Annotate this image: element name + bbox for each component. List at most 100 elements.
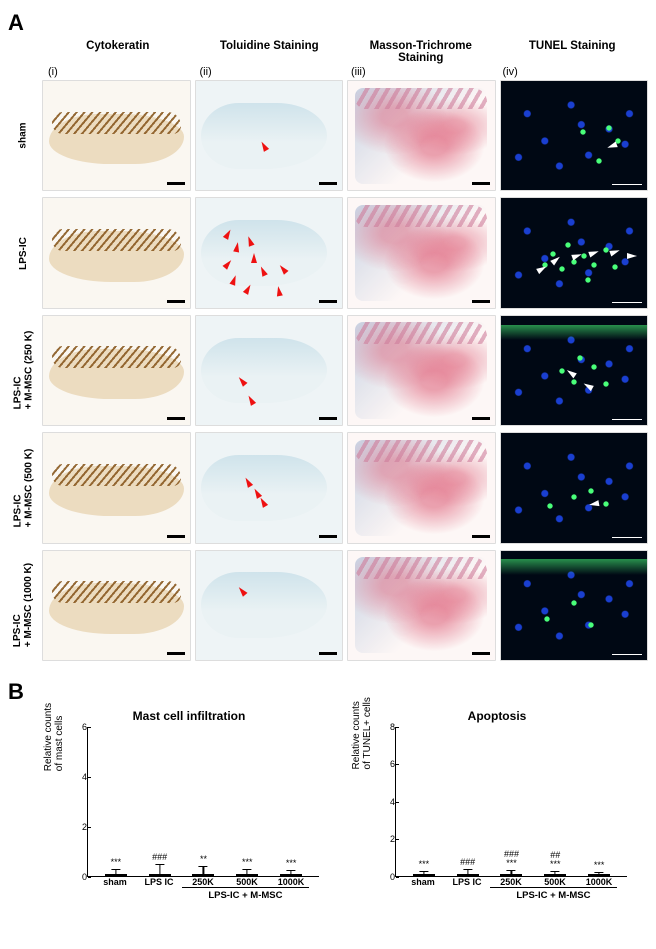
- arrow-icon: [229, 274, 238, 285]
- arrow-icon: [246, 394, 256, 406]
- toluidine-micrograph: [195, 315, 344, 426]
- arrow-icon: [259, 140, 269, 152]
- panel-a: A CytokeratinToluidine StainingMasson-Tr…: [8, 10, 648, 661]
- bar: ***: [229, 874, 265, 876]
- bar: **: [186, 874, 222, 876]
- panel-a-label: A: [8, 10, 648, 36]
- bar: ***: [98, 874, 134, 876]
- toluidine-micrograph: [195, 432, 344, 543]
- significance-marker: ##***: [550, 851, 561, 869]
- arrow-icon: [233, 242, 241, 253]
- x-tick-label: 1000K: [273, 877, 309, 887]
- arrow-icon: [258, 265, 268, 277]
- roman-label: (iv): [497, 66, 649, 78]
- tunel-micrograph: [500, 80, 649, 191]
- bar: ***: [406, 874, 442, 876]
- chart-title: Mast cell infiltration: [59, 709, 319, 723]
- significance-marker: ***: [594, 861, 605, 870]
- arrow-icon: [243, 476, 253, 488]
- micrograph-row: LPS-IC+ M-MSC (250 K): [8, 315, 648, 426]
- cytokeratin-micrograph: [42, 432, 191, 543]
- row-label: LPS-IC+ M-MSC (250 K): [8, 315, 38, 426]
- significance-marker: ***: [111, 858, 122, 867]
- masson-micrograph: [347, 432, 496, 543]
- toluidine-micrograph: [195, 197, 344, 308]
- panel-b-label: B: [8, 679, 648, 705]
- x-tick-label: 1000K: [581, 877, 617, 887]
- chart-title: Apoptosis: [367, 709, 627, 723]
- masson-micrograph: [347, 315, 496, 426]
- bar: ###: [142, 874, 178, 876]
- x-tick-label: 250K: [493, 877, 529, 887]
- arrow-icon: [627, 253, 637, 259]
- row-label: LPS-IC: [8, 197, 38, 308]
- bar: ***: [273, 874, 309, 876]
- column-header: Toluidine Staining: [194, 40, 346, 64]
- group-bracket-label: LPS-IC + M-MSC: [182, 887, 309, 901]
- x-labels: sham LPS IC 250K 500K 1000K: [395, 877, 627, 887]
- roman-label: (iii): [345, 66, 497, 78]
- significance-marker: ***: [419, 860, 430, 869]
- micrograph-row: LPS-IC+ M-MSC (500 K): [8, 432, 648, 543]
- bar: ###***: [494, 874, 530, 876]
- row-label: LPS-IC+ M-MSC (1000 K): [8, 550, 38, 661]
- roman-label: (i): [42, 66, 194, 78]
- micrograph-grid: sham LPS-IC LPS-IC+ M-MSC (250 K) LPS-IC+ M…: [8, 80, 648, 661]
- tunel-micrograph: [500, 197, 649, 308]
- figure: A CytokeratinToluidine StainingMasson-Tr…: [0, 0, 656, 921]
- plot-area: ***######***##******: [395, 727, 627, 877]
- row-label: sham: [8, 80, 38, 191]
- column-header: Masson-Trichrome Staining: [345, 40, 497, 64]
- significance-marker: ***: [286, 859, 297, 868]
- significance-marker: **: [200, 855, 207, 864]
- arrow-icon: [251, 253, 257, 263]
- significance-marker: ***: [242, 858, 253, 867]
- x-labels: sham LPS IC 250K 500K 1000K: [87, 877, 319, 887]
- x-tick-label: LPS IC: [141, 877, 177, 887]
- masson-micrograph: [347, 197, 496, 308]
- group-bracket-label: LPS-IC + M-MSC: [490, 887, 617, 901]
- bar: ***: [581, 874, 617, 876]
- x-tick-label: LPS IC: [449, 877, 485, 887]
- arrow-icon: [243, 283, 253, 295]
- masson-micrograph: [347, 80, 496, 191]
- toluidine-micrograph: [195, 80, 344, 191]
- arrow-icon: [237, 375, 248, 387]
- x-tick-label: 500K: [229, 877, 265, 887]
- bar: ##***: [537, 874, 573, 876]
- arrow-icon: [245, 235, 254, 246]
- column-header: TUNEL Staining: [497, 40, 649, 64]
- cytokeratin-micrograph: [42, 550, 191, 661]
- x-tick-label: 500K: [537, 877, 573, 887]
- cytokeratin-micrograph: [42, 197, 191, 308]
- x-tick-label: sham: [405, 877, 441, 887]
- arrow-icon: [278, 263, 289, 275]
- micrograph-row: LPS-IC: [8, 197, 648, 308]
- arrow-icon: [223, 228, 233, 240]
- arrow-icon: [237, 585, 248, 597]
- tunel-micrograph: [500, 432, 649, 543]
- micrograph-row: sham: [8, 80, 648, 191]
- tunel-micrograph: [500, 550, 649, 661]
- panel-b: B Mast cell infiltrationRelative countso…: [8, 679, 648, 901]
- bar-chart: ApoptosisRelative countsof TUNEL+ cells0…: [367, 709, 627, 901]
- bar-chart: Mast cell infiltrationRelative countsof …: [59, 709, 319, 901]
- charts-row: Mast cell infiltrationRelative countsof …: [38, 709, 648, 901]
- toluidine-micrograph: [195, 550, 344, 661]
- row-label: LPS-IC+ M-MSC (500 K): [8, 432, 38, 543]
- x-tick-label: 250K: [185, 877, 221, 887]
- plot-area: ***###********: [87, 727, 319, 877]
- roman-numerals: (i)(ii)(iii)(iv): [42, 66, 648, 78]
- bar: ###: [450, 874, 486, 876]
- x-tick-label: sham: [97, 877, 133, 887]
- significance-marker: ###: [460, 858, 475, 867]
- cytokeratin-micrograph: [42, 315, 191, 426]
- roman-label: (ii): [194, 66, 346, 78]
- tunel-micrograph: [500, 315, 649, 426]
- column-header: Cytokeratin: [42, 40, 194, 64]
- significance-marker: ###: [152, 853, 167, 862]
- arrow-icon: [222, 258, 233, 270]
- masson-micrograph: [347, 550, 496, 661]
- significance-marker: ###***: [504, 850, 519, 868]
- micrograph-row: LPS-IC+ M-MSC (1000 K): [8, 550, 648, 661]
